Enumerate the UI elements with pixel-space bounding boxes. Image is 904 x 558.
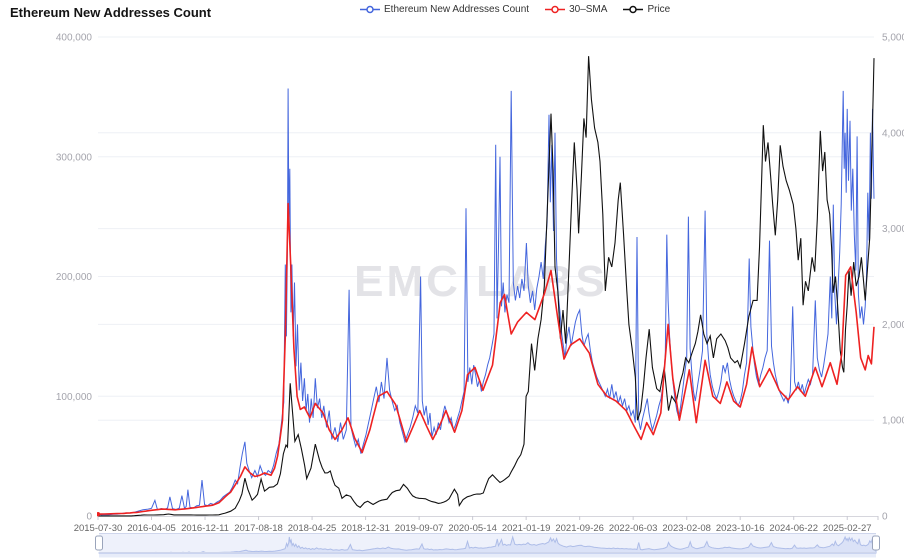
navigator-series-area [98,535,877,554]
x-tick-label: 2018-12-31 [341,523,390,534]
navigator-handle-left[interactable] [95,535,103,551]
x-tick-label: 2021-09-26 [555,523,604,534]
x-axis-labels: 2015-07-30 2016-04-05 2016-12-11 2017-08-18… [74,523,872,534]
y-axis-left-labels: 0 100,000 200,000 300,000 400,000 [56,33,93,523]
x-tick-label: 2022-06-03 [609,523,658,534]
x-tick-label: 2016-04-05 [127,523,176,534]
y-left-tick-label: 0 [86,512,92,523]
navigator-handle-right[interactable] [872,535,880,551]
legend-item-new-addresses[interactable]: Ethereum New Addresses Count [360,4,529,15]
x-tick-label: 2024-06-22 [769,523,818,534]
x-tick-label: 2020-05-14 [448,523,497,534]
x-axis [97,516,879,520]
y-right-tick-label: 1,000 [882,416,904,427]
legend-marker-sma-icon [545,5,566,14]
legend-marker-price-icon [623,5,644,14]
price-series-line [98,56,875,517]
legend-item-30-sma[interactable]: 30–SMA [545,4,607,15]
y-right-tick-label: 4,000 [882,128,904,139]
y-right-tick-label: 2,000 [882,320,904,331]
legend-item-price[interactable]: Price [623,4,670,15]
x-tick-label: 2019-09-07 [395,523,444,534]
x-tick-label: 2017-08-18 [234,523,283,534]
navigator-scrollbar[interactable] [99,553,876,558]
x-tick-label: 2021-01-19 [502,523,551,534]
chart-title: Ethereum New Addresses Count [10,5,212,20]
grid-lines [98,36,874,421]
y-right-tick-label: 0 [882,512,888,523]
x-tick-label: 2023-10-16 [716,523,765,534]
legend-label: Price [647,4,671,15]
x-tick-label: 2023-02-08 [662,523,711,534]
legend-marker-addresses-icon [360,5,380,14]
legend: Ethereum New Addresses Count 30–SMA Pric… [360,4,670,15]
watermark: EMC LABS [354,257,608,306]
y-axis-right-labels: 0 1,000 2,000 3,000 4,000 5,000 [882,33,904,523]
y-left-tick-label: 300,000 [56,152,93,163]
series-group [97,56,875,517]
y-left-tick-label: 200,000 [56,272,93,283]
navigator[interactable] [95,533,880,558]
y-left-tick-label: 100,000 [56,392,93,403]
x-tick-label: 2025-02-27 [823,523,872,534]
x-tick-label: 2015-07-30 [74,523,123,534]
x-tick-label: 2018-04-25 [288,523,337,534]
y-right-tick-label: 5,000 [882,33,904,44]
sma-start-marker [97,512,101,517]
sma-series-line [97,202,875,515]
x-tick-label: 2016-12-11 [181,523,229,534]
y-right-tick-label: 3,000 [882,224,904,235]
legend-label: 30–SMA [569,4,608,15]
y-left-tick-label: 400,000 [56,33,93,44]
legend-label: Ethereum New Addresses Count [384,4,530,15]
